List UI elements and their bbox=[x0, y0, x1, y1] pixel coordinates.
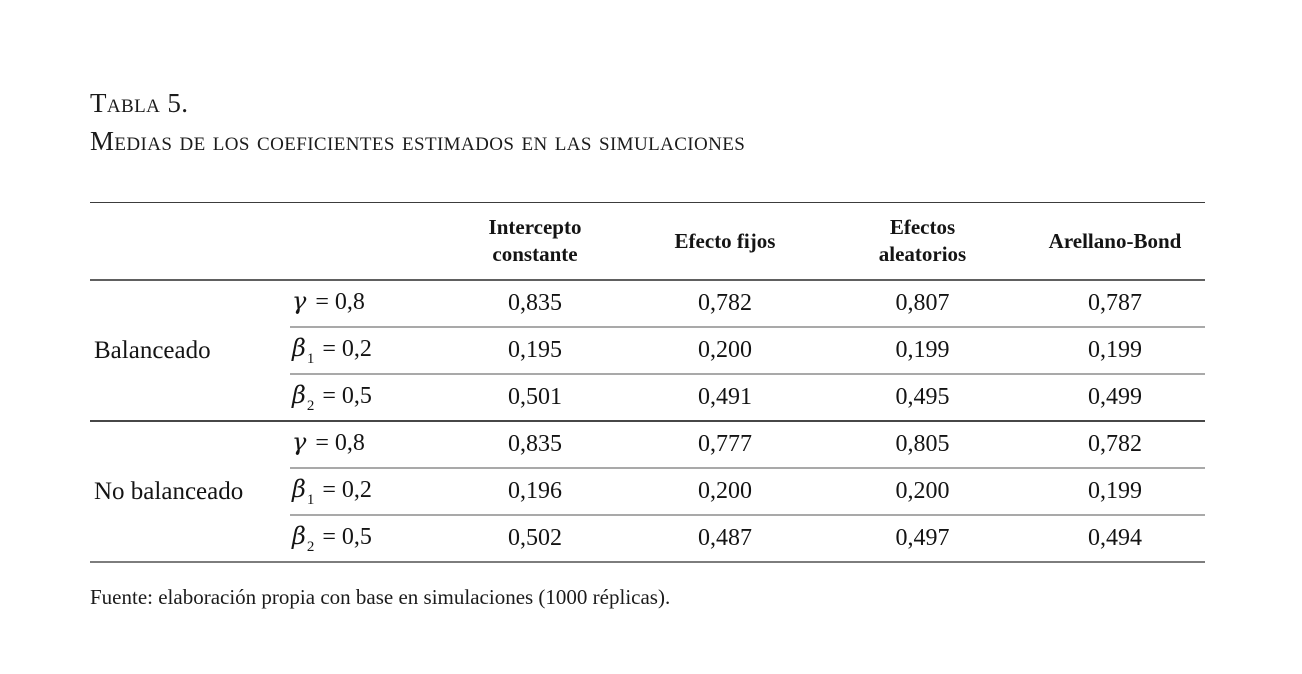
param-value: = 0,5 bbox=[322, 382, 372, 409]
cell-value: 0,782 bbox=[1025, 421, 1205, 469]
param-value: = 0,2 bbox=[322, 335, 372, 362]
header-empty-param bbox=[290, 202, 440, 281]
param-value: = 0,5 bbox=[322, 523, 372, 550]
beta-symbol: β bbox=[292, 474, 306, 503]
group-label-no-balanceado: No balanceado bbox=[90, 421, 290, 563]
param-subscript: 1 bbox=[306, 491, 315, 508]
cell-value: 0,502 bbox=[440, 515, 630, 563]
param-value: = 0,8 bbox=[315, 429, 365, 456]
gamma-symbol: γ bbox=[292, 286, 307, 315]
param-cell: γ = 0,8 bbox=[290, 280, 440, 328]
cell-value: 0,487 bbox=[630, 515, 820, 563]
param-subscript: 1 bbox=[306, 350, 315, 367]
cell-value: 0,200 bbox=[630, 327, 820, 375]
gamma-symbol: γ bbox=[292, 427, 307, 456]
cell-value: 0,199 bbox=[1025, 468, 1205, 516]
cell-value: 0,495 bbox=[820, 374, 1025, 422]
cell-value: 0,807 bbox=[820, 280, 1025, 328]
cell-value: 0,835 bbox=[440, 280, 630, 328]
cell-value: 0,200 bbox=[820, 468, 1025, 516]
header-arellano-bond: Arellano-Bond bbox=[1025, 202, 1205, 281]
param-value: = 0,2 bbox=[322, 476, 372, 503]
header-intercepto-constante: Intercepto constante bbox=[440, 202, 630, 281]
param-subscript: 2 bbox=[306, 397, 315, 414]
cell-value: 0,805 bbox=[820, 421, 1025, 469]
param-subscript: 2 bbox=[306, 538, 315, 555]
param-cell: γ = 0,8 bbox=[290, 421, 440, 469]
cell-value: 0,777 bbox=[630, 421, 820, 469]
beta-symbol: β bbox=[292, 521, 306, 550]
beta-symbol: β bbox=[292, 333, 306, 362]
cell-value: 0,195 bbox=[440, 327, 630, 375]
group-label-balanceado: Balanceado bbox=[90, 280, 290, 422]
table-number: Tabla 5. bbox=[90, 88, 189, 118]
cell-value: 0,497 bbox=[820, 515, 1025, 563]
table-row: No balanceado γ = 0,8 0,835 0,777 0,805 0… bbox=[90, 421, 1205, 563]
table-row: β1 = 0,2 0,196 0,200 0,200 0,199 bbox=[90, 468, 1205, 516]
cell-value: 0,200 bbox=[630, 468, 820, 516]
cell-value: 0,787 bbox=[1025, 280, 1205, 328]
table-row: β2 = 0,5 0,502 0,487 0,497 0,494 bbox=[90, 515, 1205, 563]
paper-page: Tabla 5. Medias de los coeficientes esti… bbox=[90, 84, 1205, 609]
results-table: Intercepto constante Efecto fijos Efecto… bbox=[90, 202, 1205, 563]
table-title-block: Tabla 5. Medias de los coeficientes esti… bbox=[90, 84, 1205, 160]
cell-value: 0,835 bbox=[440, 421, 630, 469]
param-cell: β1 = 0,2 bbox=[290, 327, 440, 375]
param-value: = 0,8 bbox=[315, 288, 365, 315]
cell-value: 0,199 bbox=[820, 327, 1025, 375]
header-row: Intercepto constante Efecto fijos Efecto… bbox=[90, 202, 1205, 281]
table-row: β1 = 0,2 0,195 0,200 0,199 0,199 bbox=[90, 327, 1205, 375]
header-empty-group bbox=[90, 202, 290, 281]
table-caption: Medias de los coeficientes estimados en … bbox=[90, 126, 746, 156]
cell-value: 0,494 bbox=[1025, 515, 1205, 563]
header-efecto-fijos: Efecto fijos bbox=[630, 202, 820, 281]
cell-value: 0,499 bbox=[1025, 374, 1205, 422]
param-cell: β2 = 0,5 bbox=[290, 374, 440, 422]
cell-value: 0,196 bbox=[440, 468, 630, 516]
cell-value: 0,782 bbox=[630, 280, 820, 328]
cell-value: 0,199 bbox=[1025, 327, 1205, 375]
param-cell: β2 = 0,5 bbox=[290, 515, 440, 563]
source-note: Fuente: elaboración propia con base en s… bbox=[90, 585, 671, 609]
param-cell: β1 = 0,2 bbox=[290, 468, 440, 516]
beta-symbol: β bbox=[292, 380, 306, 409]
cell-value: 0,501 bbox=[440, 374, 630, 422]
header-efectos-aleatorios: Efectos aleatorios bbox=[820, 202, 1025, 281]
table-row: β2 = 0,5 0,501 0,491 0,495 0,499 bbox=[90, 374, 1205, 422]
table-row: Balanceado γ = 0,8 0,835 0,782 0,807 0,78… bbox=[90, 280, 1205, 422]
cell-value: 0,491 bbox=[630, 374, 820, 422]
